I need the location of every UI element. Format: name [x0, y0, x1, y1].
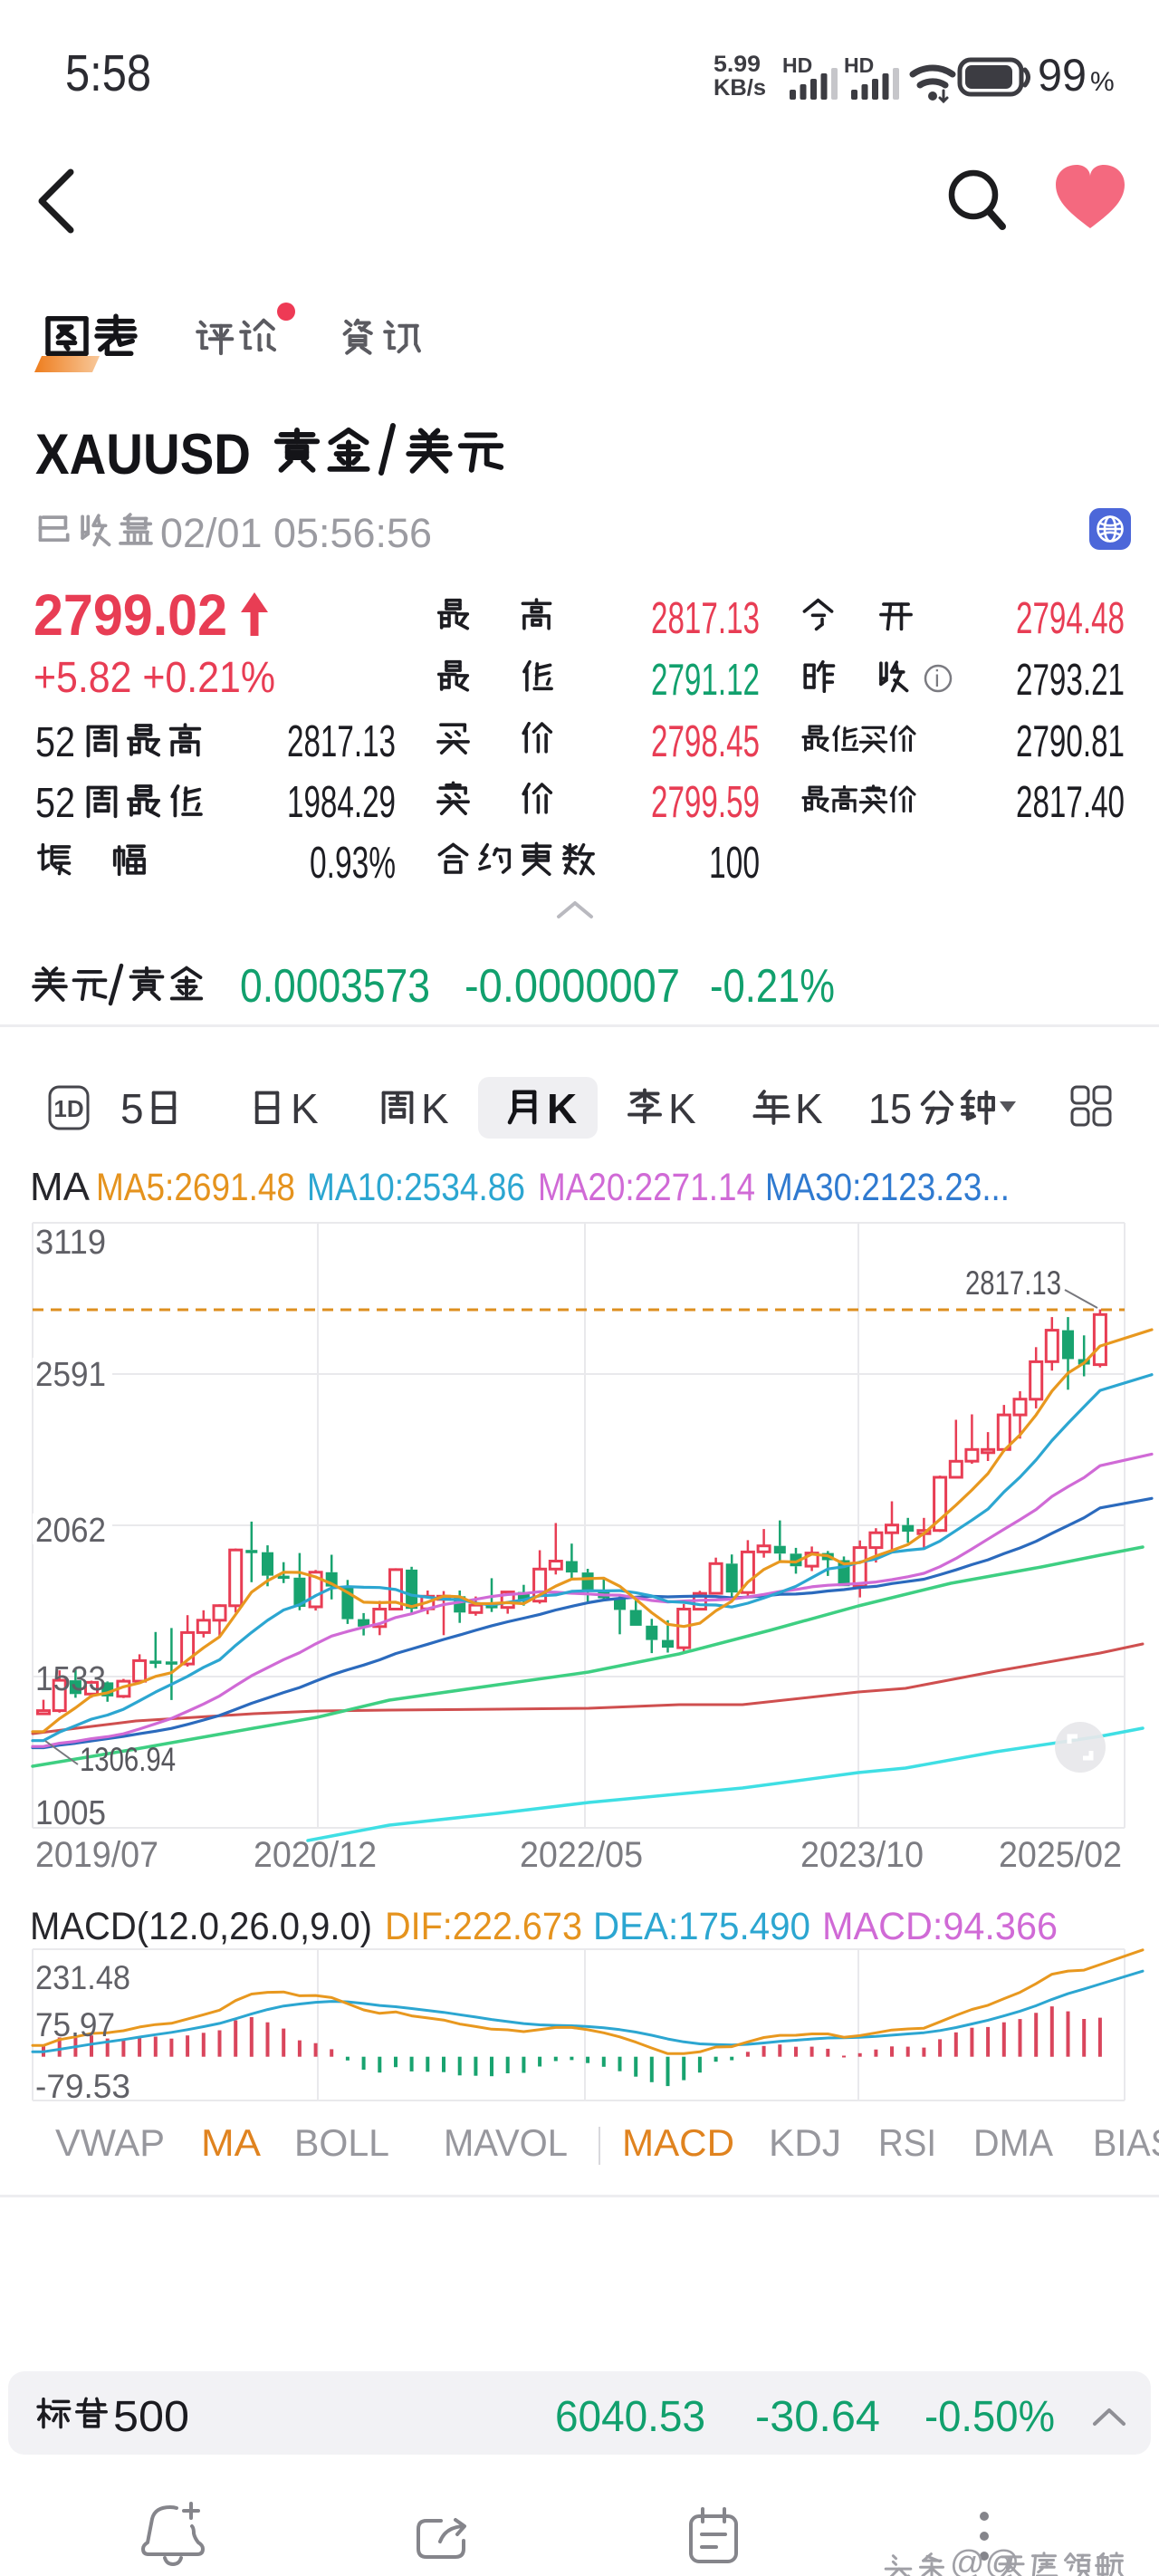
svg-text:3119: 3119: [35, 1224, 106, 1262]
svg-text:K: K: [668, 1085, 696, 1132]
svg-text:52: 52: [35, 779, 75, 826]
svg-text:2023/10: 2023/10: [800, 1835, 924, 1875]
svg-text:MA: MA: [30, 1165, 91, 1209]
svg-text:100: 100: [709, 839, 760, 888]
svg-text:%: %: [1090, 67, 1115, 97]
svg-text:2025/02: 2025/02: [999, 1835, 1122, 1875]
svg-text:2798.45: 2798.45: [651, 717, 760, 766]
svg-text:MACD(12.0,26.0,9.0): MACD(12.0,26.0,9.0): [30, 1905, 372, 1948]
svg-text:500: 500: [113, 2393, 189, 2441]
svg-text:15: 15: [868, 1085, 912, 1132]
svg-text:1533: 1533: [35, 1660, 106, 1698]
svg-text:2817.13: 2817.13: [287, 717, 396, 766]
svg-text:HD: HD: [844, 53, 874, 77]
svg-text:MA10:2534.86: MA10:2534.86: [307, 1166, 525, 1209]
svg-text:MACD:94.366: MACD:94.366: [822, 1905, 1058, 1948]
svg-text:6040.53: 6040.53: [555, 2393, 705, 2441]
svg-text:1005: 1005: [35, 1794, 106, 1832]
svg-text:BOLL: BOLL: [294, 2121, 389, 2164]
svg-text:DMA: DMA: [973, 2121, 1053, 2164]
svg-text:0.0003573: 0.0003573: [240, 960, 430, 1013]
svg-text:2817.40: 2817.40: [1016, 778, 1125, 827]
svg-text:MA20:2271.14: MA20:2271.14: [538, 1166, 755, 1209]
svg-text:2799.02: 2799.02: [34, 582, 227, 648]
svg-text:2022/05: 2022/05: [520, 1835, 643, 1875]
svg-text:2062: 2062: [35, 1512, 106, 1550]
svg-text:5:58: 5:58: [65, 44, 151, 102]
svg-text:5.99: 5.99: [714, 52, 761, 77]
svg-text:2591: 2591: [35, 1356, 106, 1394]
svg-text:MA30:2123.23...: MA30:2123.23...: [765, 1166, 1010, 1209]
svg-text:-0.50%: -0.50%: [924, 2393, 1055, 2441]
svg-text:KB/s: KB/s: [714, 75, 766, 101]
svg-text:52: 52: [35, 718, 75, 765]
svg-text:02/01 05:56:56: 02/01 05:56:56: [160, 510, 432, 556]
svg-text:-0.0000007: -0.0000007: [465, 960, 680, 1013]
svg-text:1984.29: 1984.29: [287, 778, 396, 827]
svg-text:0.93%: 0.93%: [310, 839, 396, 888]
svg-text:K: K: [291, 1085, 319, 1132]
svg-text:2793.21: 2793.21: [1016, 656, 1125, 705]
svg-text:231.48: 231.48: [35, 1959, 130, 1996]
svg-text:MAVOL: MAVOL: [444, 2121, 568, 2164]
svg-text:2019/07: 2019/07: [35, 1835, 158, 1875]
svg-text:2790.81: 2790.81: [1016, 717, 1125, 766]
svg-text:2799.59: 2799.59: [651, 778, 760, 827]
svg-text:KDJ: KDJ: [769, 2121, 841, 2164]
svg-text:2791.12: 2791.12: [651, 656, 760, 705]
svg-text:HD: HD: [782, 53, 812, 77]
svg-text:XAUUSD: XAUUSD: [35, 423, 251, 486]
svg-text:1D: 1D: [53, 1095, 83, 1122]
svg-text:+5.82 +0.21%: +5.82 +0.21%: [34, 654, 275, 702]
svg-text:99: 99: [1038, 50, 1087, 101]
svg-text:-30.64: -30.64: [755, 2393, 880, 2441]
svg-text:DEA:175.490: DEA:175.490: [593, 1905, 810, 1948]
svg-text:5: 5: [120, 1085, 144, 1132]
svg-text:MA: MA: [201, 2121, 261, 2164]
svg-text:-79.53: -79.53: [35, 2068, 130, 2105]
svg-text:K: K: [795, 1085, 823, 1132]
svg-text:2817.13: 2817.13: [965, 1264, 1061, 1302]
svg-text:RSI: RSI: [878, 2121, 936, 2164]
svg-text:VWAP: VWAP: [55, 2121, 165, 2164]
svg-text:MACD: MACD: [622, 2121, 734, 2164]
svg-text:BIAS: BIAS: [1093, 2121, 1159, 2164]
svg-text:2020/12: 2020/12: [254, 1835, 377, 1875]
svg-text:K: K: [421, 1085, 449, 1132]
svg-text:MA5:2691.48: MA5:2691.48: [96, 1166, 295, 1209]
svg-text:1306.94: 1306.94: [80, 1741, 176, 1778]
svg-text:i: i: [934, 665, 940, 692]
svg-text:-0.21%: -0.21%: [710, 960, 835, 1013]
svg-text:@@: @@: [950, 2544, 1020, 2576]
svg-text:DIF:222.673: DIF:222.673: [385, 1905, 582, 1948]
svg-text:2794.48: 2794.48: [1016, 594, 1125, 643]
svg-text:2817.13: 2817.13: [651, 594, 760, 643]
svg-text:75.97: 75.97: [35, 2006, 115, 2043]
svg-text:K: K: [547, 1085, 577, 1132]
